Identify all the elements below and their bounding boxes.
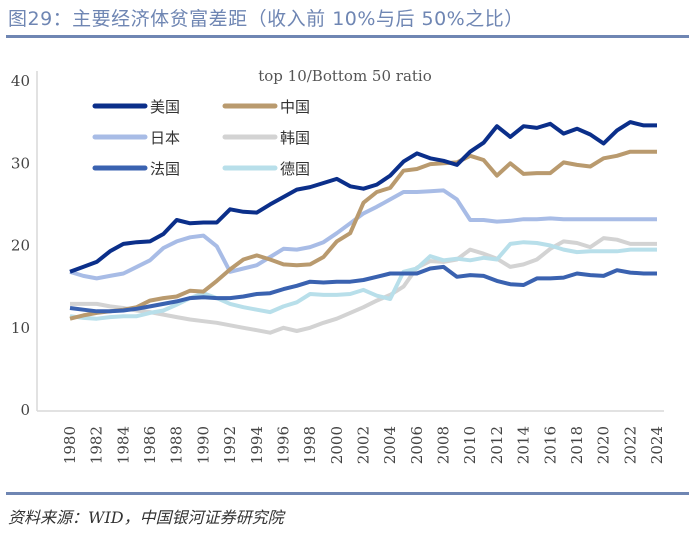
series-line-5 <box>69 264 657 314</box>
legend-label: 美国 <box>150 98 180 116</box>
figure-title: 图29：主要经济体贫富差距（收入前 10%与后 50%之比） <box>8 8 524 30</box>
x-tick-label: 2020 <box>595 426 613 464</box>
x-tick-label: 1988 <box>168 426 186 464</box>
x-tick-label: 2000 <box>328 426 346 464</box>
x-tick-label: 1990 <box>194 426 212 464</box>
x-tick-label: 2024 <box>648 426 666 464</box>
x-tick-label: 2016 <box>541 426 559 464</box>
chart-title: top 10/Bottom 50 ratio <box>258 67 432 85</box>
series-line-4 <box>70 236 657 335</box>
source-note: 资料来源：WID，中国银河证券研究院 <box>8 508 284 527</box>
x-tick-label: 1992 <box>221 426 239 464</box>
y-tick-label: 0 <box>20 401 30 419</box>
x-tick-label: 2010 <box>461 426 479 464</box>
x-tick-label: 1986 <box>141 426 159 464</box>
legend-label: 中国 <box>280 98 310 116</box>
x-tick-label: 2012 <box>488 426 506 464</box>
x-tick-label: 2008 <box>435 426 453 464</box>
x-tick-label: 1984 <box>114 426 132 464</box>
series-line-1 <box>69 120 657 274</box>
x-tick-label: 2002 <box>355 426 373 464</box>
legend-label: 韩国 <box>280 129 310 147</box>
x-tick-label: 2018 <box>568 426 586 464</box>
legend-label: 日本 <box>150 129 180 147</box>
x-tick-label: 1994 <box>248 426 266 464</box>
series-line-6 <box>69 240 657 321</box>
x-tick-label: 1996 <box>274 426 292 464</box>
x-tick-label: 1980 <box>61 426 79 464</box>
x-tick-label: 2004 <box>381 426 399 464</box>
x-tick-label: 2014 <box>515 426 533 464</box>
y-tick-label: 20 <box>11 237 30 255</box>
series-line-3 <box>69 188 657 281</box>
x-tick-label: 2006 <box>408 426 426 464</box>
y-tick-label: 30 <box>11 154 30 172</box>
x-tick-label: 1998 <box>301 426 319 464</box>
legend-label: 德国 <box>280 160 310 178</box>
y-tick-label: 40 <box>11 72 30 90</box>
y-tick-label: 10 <box>11 319 30 337</box>
x-tick-label: 2022 <box>621 426 639 464</box>
series-line-2 <box>69 149 657 321</box>
title-divider <box>6 35 689 38</box>
axes: 0 10 20 30 40 1980 1982 1984 1986 1988 1990 1992 199… <box>11 71 666 464</box>
legend-label: 法国 <box>150 160 180 178</box>
footer-divider <box>6 492 689 495</box>
series-lines <box>69 120 657 335</box>
x-tick-label: 1982 <box>88 426 106 464</box>
